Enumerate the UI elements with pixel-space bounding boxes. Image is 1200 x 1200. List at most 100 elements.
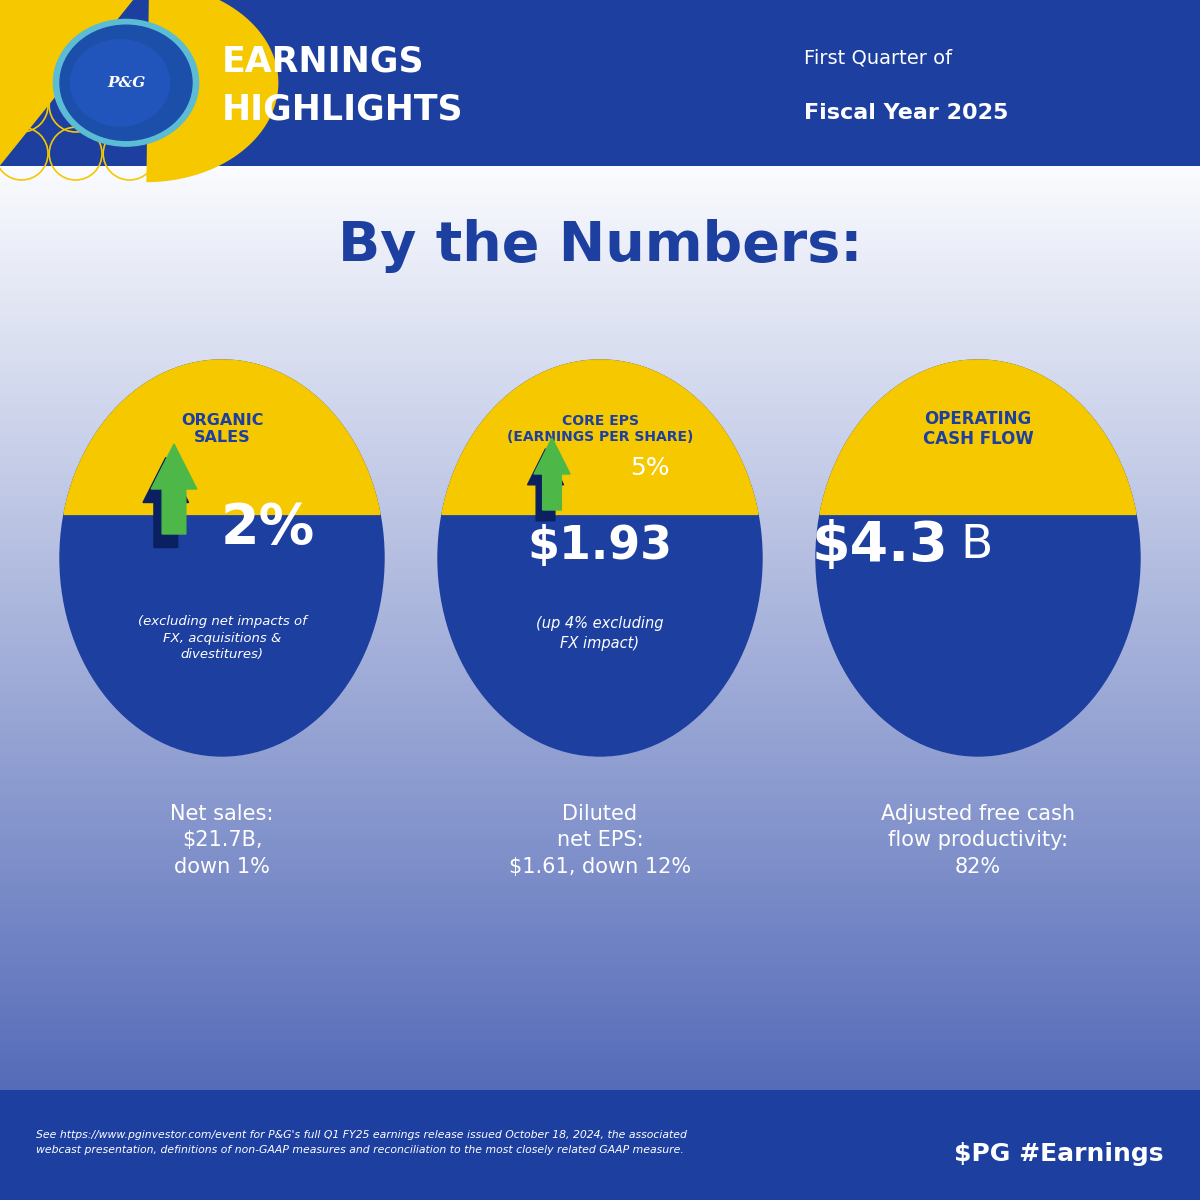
Bar bbox=[0, 256, 1200, 258]
Bar bbox=[0, 670, 1200, 672]
Bar bbox=[0, 509, 1200, 511]
Bar bbox=[0, 1008, 1200, 1010]
Bar bbox=[0, 796, 1200, 798]
Bar bbox=[0, 308, 1200, 310]
Bar bbox=[0, 445, 1200, 446]
Bar bbox=[0, 557, 1200, 559]
Bar bbox=[0, 614, 1200, 617]
Bar bbox=[0, 931, 1200, 932]
Bar bbox=[0, 340, 1200, 341]
Ellipse shape bbox=[816, 360, 1140, 756]
Bar bbox=[0, 371, 1200, 372]
Bar bbox=[0, 710, 1200, 713]
Bar bbox=[0, 398, 1200, 401]
Bar bbox=[0, 245, 1200, 247]
Bar bbox=[0, 430, 1200, 432]
Bar bbox=[0, 212, 1200, 214]
Bar bbox=[0, 284, 1200, 286]
Bar bbox=[0, 286, 1200, 288]
Bar bbox=[0, 440, 1200, 443]
Bar bbox=[0, 574, 1200, 576]
Bar bbox=[0, 337, 1200, 340]
Bar bbox=[0, 326, 1200, 329]
Bar bbox=[0, 908, 1200, 911]
Bar bbox=[0, 1049, 1200, 1051]
Text: By the Numbers:: By the Numbers: bbox=[337, 218, 863, 272]
Bar bbox=[0, 437, 1200, 439]
Bar bbox=[0, 419, 1200, 421]
Bar bbox=[0, 1048, 1200, 1049]
Bar bbox=[0, 1007, 1200, 1008]
Bar bbox=[0, 210, 1200, 211]
Bar bbox=[0, 620, 1200, 622]
Bar bbox=[0, 1034, 1200, 1036]
Polygon shape bbox=[534, 438, 570, 510]
Bar bbox=[0, 348, 1200, 350]
Bar bbox=[0, 446, 1200, 449]
Bar bbox=[0, 545, 1200, 546]
Bar bbox=[0, 556, 1200, 557]
Bar bbox=[0, 180, 1200, 182]
Bar bbox=[0, 622, 1200, 624]
Bar bbox=[0, 830, 1200, 833]
Bar bbox=[0, 668, 1200, 670]
Bar bbox=[0, 962, 1200, 964]
Bar bbox=[0, 894, 1200, 895]
Bar bbox=[0, 926, 1200, 929]
Bar bbox=[0, 746, 1200, 748]
Bar bbox=[0, 883, 1200, 884]
Bar bbox=[0, 875, 1200, 877]
Bar bbox=[0, 706, 1200, 707]
Bar bbox=[0, 682, 1200, 683]
Bar bbox=[0, 1068, 1200, 1069]
Bar bbox=[0, 480, 1200, 481]
Bar bbox=[0, 772, 1200, 774]
Bar bbox=[0, 469, 1200, 470]
Text: $1.93: $1.93 bbox=[528, 523, 672, 569]
Bar bbox=[0, 1073, 1200, 1075]
Bar bbox=[0, 744, 1200, 746]
Bar bbox=[0, 802, 1200, 803]
Bar bbox=[0, 907, 1200, 908]
Bar bbox=[0, 799, 1200, 802]
Bar bbox=[0, 354, 1200, 356]
Bar bbox=[0, 214, 1200, 216]
Bar bbox=[0, 827, 1200, 829]
Bar bbox=[0, 809, 1200, 810]
Bar bbox=[0, 1031, 1200, 1032]
Bar bbox=[0, 457, 1200, 460]
Bar bbox=[0, 853, 1200, 854]
Bar bbox=[0, 197, 1200, 199]
Bar bbox=[0, 847, 1200, 850]
Bar bbox=[0, 833, 1200, 834]
Bar bbox=[0, 271, 1200, 272]
Polygon shape bbox=[442, 360, 758, 515]
Bar bbox=[0, 269, 1200, 271]
Bar bbox=[0, 244, 1200, 245]
Bar bbox=[0, 1056, 1200, 1058]
Bar bbox=[0, 1036, 1200, 1038]
Bar bbox=[0, 304, 1200, 306]
Bar bbox=[0, 758, 1200, 761]
Bar bbox=[0, 449, 1200, 450]
Bar bbox=[0, 200, 1200, 203]
Text: Diluted
net EPS:
$1.61, down 12%: Diluted net EPS: $1.61, down 12% bbox=[509, 804, 691, 877]
Bar bbox=[0, 659, 1200, 661]
Bar bbox=[0, 946, 1200, 947]
Bar bbox=[0, 192, 1200, 193]
Bar bbox=[0, 895, 1200, 898]
Bar bbox=[0, 361, 1200, 364]
Bar bbox=[0, 794, 1200, 796]
Bar bbox=[0, 1069, 1200, 1072]
Bar bbox=[0, 782, 1200, 785]
Bar bbox=[0, 617, 1200, 618]
Bar bbox=[0, 692, 1200, 694]
Bar bbox=[0, 818, 1200, 820]
Bar bbox=[0, 409, 1200, 412]
Bar bbox=[0, 439, 1200, 440]
Bar bbox=[0, 282, 1200, 284]
Bar bbox=[0, 949, 1200, 950]
Bar bbox=[0, 395, 1200, 396]
Bar bbox=[0, 850, 1200, 851]
Bar bbox=[0, 967, 1200, 970]
